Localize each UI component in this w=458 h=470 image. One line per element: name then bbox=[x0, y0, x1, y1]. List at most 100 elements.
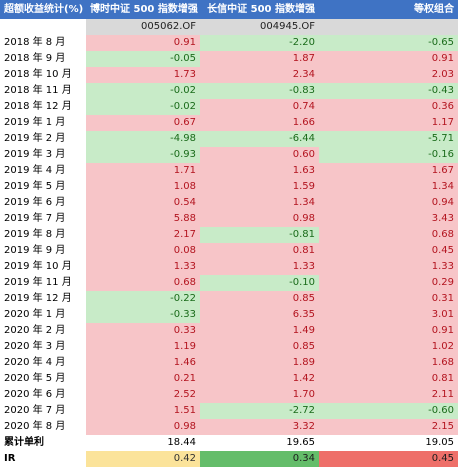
excess-return-changxin: 1.49 bbox=[200, 323, 319, 339]
month-label: 2018 年 12 月 bbox=[0, 99, 86, 115]
excess-return-bosera: -0.02 bbox=[86, 99, 200, 115]
month-label: 2019 年 12 月 bbox=[0, 291, 86, 307]
excess-return-equal: 2.03 bbox=[319, 67, 458, 83]
table-row: 2018 年 12 月 -0.02 0.74 0.36 bbox=[0, 99, 458, 115]
month-label: 2020 年 2 月 bbox=[0, 323, 86, 339]
excess-return-equal: 1.02 bbox=[319, 339, 458, 355]
excess-return-bosera: 1.19 bbox=[86, 339, 200, 355]
table-row: 2019 年 2 月 -4.98 -6.44 -5.71 bbox=[0, 131, 458, 147]
excess-return-changxin: 3.32 bbox=[200, 419, 319, 435]
excess-return-bosera: -0.02 bbox=[86, 83, 200, 99]
excess-return-equal: 0.29 bbox=[319, 275, 458, 291]
table-row: 2020 年 4 月 1.46 1.89 1.68 bbox=[0, 355, 458, 371]
month-label: 2018 年 9 月 bbox=[0, 51, 86, 67]
excess-return-equal: -0.65 bbox=[319, 35, 458, 51]
excess-return-equal: 1.67 bbox=[319, 163, 458, 179]
excess-return-equal: 0.31 bbox=[319, 291, 458, 307]
ir-equal: 0.45 bbox=[319, 451, 458, 467]
excess-return-changxin: -2.72 bbox=[200, 403, 319, 419]
excess-return-equal: 0.36 bbox=[319, 99, 458, 115]
excess-return-changxin: -0.10 bbox=[200, 275, 319, 291]
month-label: 2019 年 3 月 bbox=[0, 147, 86, 163]
table-row: 2018 年 8 月 0.91 -2.20 -0.65 bbox=[0, 35, 458, 51]
excess-return-bosera: -0.33 bbox=[86, 307, 200, 323]
ir-bosera: 0.42 bbox=[86, 451, 200, 467]
excess-return-bosera: 5.88 bbox=[86, 211, 200, 227]
excess-return-equal: 3.43 bbox=[319, 211, 458, 227]
excess-return-bosera: 1.08 bbox=[86, 179, 200, 195]
header-fund-bosera: 博时中证 500 指数增强 A bbox=[86, 0, 200, 19]
month-label: 2020 年 4 月 bbox=[0, 355, 86, 371]
excess-return-bosera: 2.17 bbox=[86, 227, 200, 243]
month-label: 2019 年 11 月 bbox=[0, 275, 86, 291]
table-row: 2020 年 3 月 1.19 0.85 1.02 bbox=[0, 339, 458, 355]
excess-return-changxin: -0.81 bbox=[200, 227, 319, 243]
table-row: 2020 年 2 月 0.33 1.49 0.91 bbox=[0, 323, 458, 339]
excess-return-bosera: 1.46 bbox=[86, 355, 200, 371]
excess-return-bosera: 0.08 bbox=[86, 243, 200, 259]
ir-label: IR bbox=[0, 451, 86, 467]
excess-return-equal: 2.11 bbox=[319, 387, 458, 403]
excess-return-bosera: -0.93 bbox=[86, 147, 200, 163]
month-label: 2018 年 11 月 bbox=[0, 83, 86, 99]
excess-return-changxin: 1.63 bbox=[200, 163, 319, 179]
month-label: 2018 年 10 月 bbox=[0, 67, 86, 83]
header-fund-changxin: 长信中证 500 指数增强 bbox=[200, 0, 319, 19]
table-row: 2020 年 7 月 1.51 -2.72 -0.60 bbox=[0, 403, 458, 419]
excess-return-changxin: 0.85 bbox=[200, 291, 319, 307]
excess-return-equal: 3.01 bbox=[319, 307, 458, 323]
excess-return-bosera: 1.33 bbox=[86, 259, 200, 275]
excess-return-equal: 2.15 bbox=[319, 419, 458, 435]
excess-return-equal: -0.16 bbox=[319, 147, 458, 163]
excess-return-bosera: 0.54 bbox=[86, 195, 200, 211]
excess-return-changxin: 0.98 bbox=[200, 211, 319, 227]
month-label: 2020 年 5 月 bbox=[0, 371, 86, 387]
table-row: 2020 年 1 月 -0.33 6.35 3.01 bbox=[0, 307, 458, 323]
excess-return-bosera: 1.51 bbox=[86, 403, 200, 419]
cumulative-changxin: 19.65 bbox=[200, 435, 319, 451]
ir-row: IR 0.42 0.34 0.45 bbox=[0, 451, 458, 467]
excess-return-bosera: 0.68 bbox=[86, 275, 200, 291]
excess-return-changxin: 1.66 bbox=[200, 115, 319, 131]
cumulative-label: 累计单利 bbox=[0, 435, 86, 451]
cumulative-equal: 19.05 bbox=[319, 435, 458, 451]
excess-return-equal: 1.68 bbox=[319, 355, 458, 371]
excess-return-bosera: -0.05 bbox=[86, 51, 200, 67]
header-row: 超额收益统计(%) 博时中证 500 指数增强 A 长信中证 500 指数增强 … bbox=[0, 0, 458, 19]
month-label: 2019 年 10 月 bbox=[0, 259, 86, 275]
excess-return-equal: 0.68 bbox=[319, 227, 458, 243]
month-label: 2019 年 9 月 bbox=[0, 243, 86, 259]
table-row: 2019 年 9 月 0.08 0.81 0.45 bbox=[0, 243, 458, 259]
excess-return-bosera: 0.21 bbox=[86, 371, 200, 387]
fund-code-changxin: 004945.OF bbox=[200, 19, 319, 35]
table-row: 2019 年 12 月 -0.22 0.85 0.31 bbox=[0, 291, 458, 307]
excess-return-equal: -5.71 bbox=[319, 131, 458, 147]
fund-code-row: 005062.OF 004945.OF bbox=[0, 19, 458, 35]
excess-return-changxin: 6.35 bbox=[200, 307, 319, 323]
month-label: 2019 年 6 月 bbox=[0, 195, 86, 211]
table-row: 2020 年 6 月 2.52 1.70 2.11 bbox=[0, 387, 458, 403]
excess-return-changxin: 1.59 bbox=[200, 179, 319, 195]
header-stat-label: 超额收益统计(%) bbox=[0, 0, 86, 19]
excess-return-equal: 0.45 bbox=[319, 243, 458, 259]
month-label: 2019 年 1 月 bbox=[0, 115, 86, 131]
excess-return-changxin: 0.74 bbox=[200, 99, 319, 115]
excess-return-equal: 0.94 bbox=[319, 195, 458, 211]
excess-return-changxin: -2.20 bbox=[200, 35, 319, 51]
month-label: 2020 年 8 月 bbox=[0, 419, 86, 435]
excess-return-changxin: 0.81 bbox=[200, 243, 319, 259]
table-row: 2018 年 10 月 1.73 2.34 2.03 bbox=[0, 67, 458, 83]
month-label: 2019 年 2 月 bbox=[0, 131, 86, 147]
excess-return-equal: 1.34 bbox=[319, 179, 458, 195]
excess-return-changxin: -6.44 bbox=[200, 131, 319, 147]
excess-return-changxin: 1.42 bbox=[200, 371, 319, 387]
excess-return-changxin: 1.70 bbox=[200, 387, 319, 403]
table-row: 2018 年 11 月 -0.02 -0.83 -0.43 bbox=[0, 83, 458, 99]
table-row: 2019 年 3 月 -0.93 0.60 -0.16 bbox=[0, 147, 458, 163]
table-row: 2019 年 11 月 0.68 -0.10 0.29 bbox=[0, 275, 458, 291]
table-row: 2020 年 8 月 0.98 3.32 2.15 bbox=[0, 419, 458, 435]
excess-return-bosera: 0.91 bbox=[86, 35, 200, 51]
excess-return-changxin: 2.34 bbox=[200, 67, 319, 83]
excess-return-changxin: 1.33 bbox=[200, 259, 319, 275]
excess-return-bosera: 0.98 bbox=[86, 419, 200, 435]
